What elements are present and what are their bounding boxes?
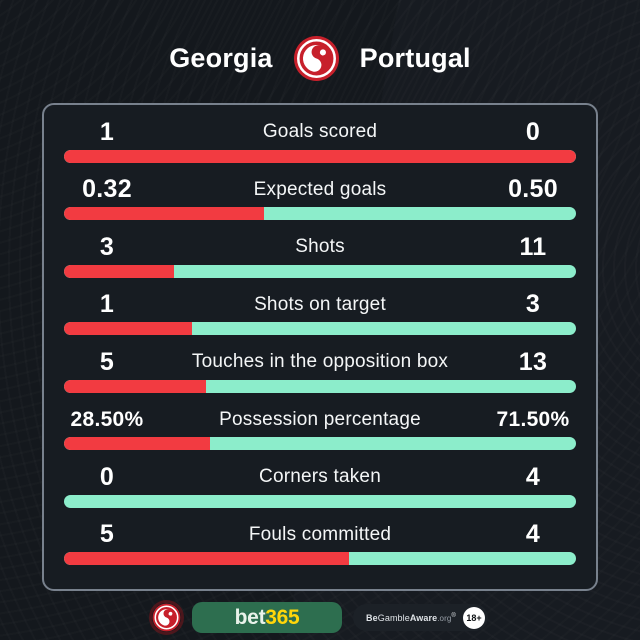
stat-row: 5 Fouls committed 4 — [64, 518, 576, 576]
stat-row: 0.32 Expected goals 0.50 — [64, 173, 576, 231]
away-value: 4 — [525, 462, 541, 491]
stat-row: 1 Shots on target 3 — [64, 288, 576, 346]
away-team-name: Portugal — [359, 42, 471, 73]
stat-label: Shots — [295, 236, 345, 258]
away-value: 4 — [525, 520, 541, 549]
home-value: 0.32 — [82, 175, 132, 204]
comparison-bar — [64, 494, 576, 508]
stat-label: Fouls committed — [248, 523, 392, 545]
stat-label: Goals scored — [262, 121, 378, 143]
bet365-logo-badge: bet 365 — [192, 602, 343, 633]
stat-row: 1 Goals scored 0 — [64, 115, 576, 173]
home-bar-fill — [64, 264, 174, 278]
home-value: 5 — [99, 520, 115, 549]
stat-label: Shots on target — [254, 293, 386, 315]
home-value: 1 — [99, 117, 115, 146]
age-18-badge: 18+ — [462, 606, 485, 629]
comparison-bar — [64, 322, 576, 335]
away-value: 0 — [525, 117, 541, 146]
away-value: 0.50 — [508, 175, 558, 204]
bet365-wordmark-bet: bet — [234, 605, 266, 629]
stat-label: Corners taken — [259, 466, 381, 488]
stat-label: Touches in the opposition box — [191, 351, 449, 373]
home-bar-fill — [64, 552, 349, 565]
comparison-bar — [64, 552, 576, 565]
away-value: 11 — [519, 232, 547, 261]
home-team-name: Georgia — [169, 42, 273, 73]
comparison-bar — [64, 264, 576, 278]
home-bar-fill — [64, 207, 264, 220]
begambleaware-text: BeGambleAware.org® — [366, 612, 456, 623]
stat-label: Expected goals — [253, 178, 387, 200]
bet365-wordmark-365: 365 — [265, 605, 300, 629]
stat-label: Possession percentage — [219, 408, 421, 430]
home-value: 3 — [99, 232, 115, 261]
comparison-bar — [64, 207, 576, 220]
home-bar-fill — [64, 149, 576, 163]
home-value: 0 — [99, 462, 115, 491]
comparison-bar — [64, 437, 576, 450]
matchup-header: Georgia Portugal — [169, 30, 471, 86]
home-value: 28.50% — [70, 407, 144, 431]
stat-row: 28.50% Possession percentage 71.50% — [64, 403, 576, 461]
stats-card: 1 Goals scored 0 0.32 Expected goals 0.5… — [42, 103, 598, 591]
home-value: 1 — [99, 290, 115, 319]
away-value: 3 — [525, 290, 541, 319]
stat-row: 5 Touches in the opposition box 13 — [64, 345, 576, 403]
comparison-bar — [64, 149, 576, 163]
home-bar-fill — [64, 437, 210, 450]
bet365-swirl-icon — [152, 603, 181, 632]
home-bar-fill — [64, 379, 207, 393]
begambleaware-badge: BeGambleAware.org® 18+ — [353, 604, 488, 631]
comparison-bar — [64, 379, 576, 393]
footer: bet 365 BeGambleAware.org® 18+ — [152, 602, 488, 633]
away-value: 13 — [518, 347, 548, 376]
home-value: 5 — [99, 347, 115, 376]
stats-rows: 1 Goals scored 0 0.32 Expected goals 0.5… — [64, 115, 576, 575]
home-bar-fill — [64, 322, 192, 335]
stat-row: 3 Shots 11 — [64, 230, 576, 288]
bet365-swirl-icon — [293, 35, 339, 81]
stat-row: 0 Corners taken 4 — [64, 460, 576, 518]
away-value: 71.50% — [496, 407, 570, 431]
